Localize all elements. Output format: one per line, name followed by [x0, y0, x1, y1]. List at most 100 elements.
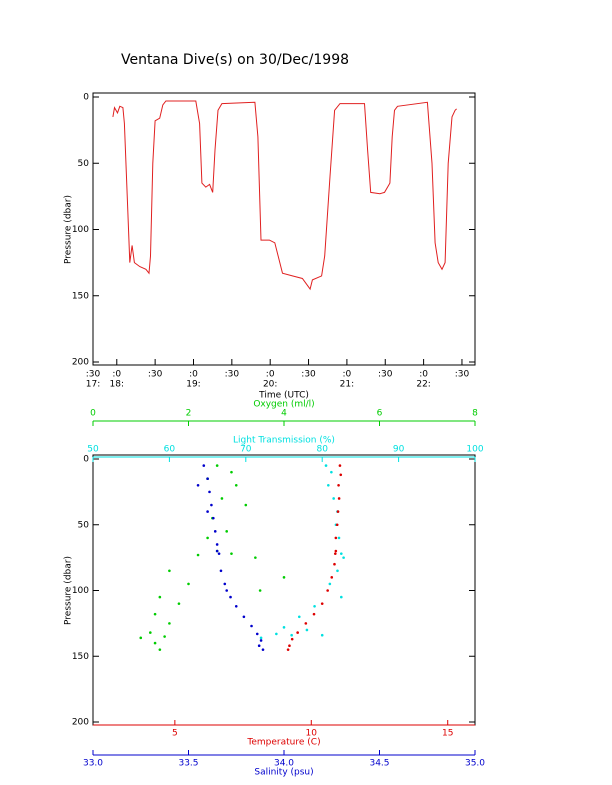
scatter-point [229, 595, 232, 599]
x-tick-hour: 17: [86, 380, 100, 390]
x-tick-label: :30 [148, 370, 163, 380]
scatter-point [320, 633, 324, 637]
scatter-point [158, 595, 162, 599]
scatter-point [220, 497, 224, 500]
scatter-point [225, 589, 228, 592]
x-axis-label: Salinity (psu) [254, 768, 313, 778]
scatter-point [196, 553, 200, 557]
scatter-point [206, 477, 209, 481]
x-tick-label: 2 [186, 409, 192, 419]
scatter-point [290, 633, 293, 637]
scatter-point [255, 632, 259, 636]
scatter-point [158, 648, 162, 651]
scatter-point [234, 484, 238, 487]
scatter-point [335, 523, 339, 527]
x-tick-label: 8 [472, 409, 478, 419]
scatter-point [225, 530, 228, 533]
plot-frame [92, 454, 476, 726]
scatter-point [215, 464, 219, 467]
scatter-point [282, 576, 286, 579]
scatter-point [153, 641, 157, 645]
scatter-point [338, 464, 342, 467]
scatter-point [313, 604, 316, 608]
x-tick-label: 33.0 [83, 759, 103, 769]
scatter-point [326, 589, 329, 592]
x-tick-label: 5 [172, 729, 178, 739]
x-tick-label: 0 [90, 409, 96, 419]
scatter-point [297, 615, 301, 619]
x-tick-label: :0 [266, 370, 275, 380]
x-tick-label: :30 [225, 370, 240, 380]
scatter-point [337, 497, 341, 500]
plot-frame [92, 92, 476, 366]
scatter-point [342, 556, 345, 559]
scatter-point [187, 582, 190, 586]
y-axis-label: Pressure (dbar) [64, 556, 74, 625]
y-tick-label: 150 [72, 652, 89, 662]
x-axis-label: Time (UTC) [258, 391, 309, 401]
scatter-point [230, 552, 233, 555]
x-tick-label: 50 [87, 445, 99, 455]
scatter-point [234, 604, 238, 608]
scatter-point [336, 510, 340, 513]
scatter-point [223, 582, 227, 586]
scatter-point [296, 631, 299, 634]
x-tick-label: :30 [301, 370, 316, 380]
scatter-point [327, 484, 330, 487]
scatter-point [312, 612, 316, 616]
y-tick-label: 200 [72, 358, 89, 368]
y-tick-label: 100 [72, 225, 89, 235]
scatter-point [202, 464, 206, 467]
x-tick-label: 10 [306, 729, 318, 739]
scatter-point [330, 470, 333, 474]
x-tick-label: 90 [393, 445, 405, 455]
x-tick-label: :0 [343, 370, 352, 380]
scatter-point [336, 569, 339, 573]
scatter-point [324, 464, 328, 467]
x-tick-label: 15 [442, 729, 453, 739]
scatter-point [282, 626, 286, 629]
x-axis-label: Oxygen (ml/l) [253, 400, 314, 410]
x-tick-label: 60 [164, 445, 176, 455]
scatter-point [340, 552, 343, 555]
y-tick-label: 50 [78, 159, 90, 169]
x-tick-label: :0 [112, 370, 121, 380]
scatter-point [210, 503, 213, 507]
scatter-point [320, 602, 324, 605]
x-tick-hour: 22: [416, 380, 430, 390]
scatter-point [177, 602, 181, 605]
x-tick-label: 33.5 [178, 759, 198, 769]
y-tick-label: 0 [83, 455, 89, 465]
scatter-point [337, 484, 340, 487]
scatter-point [215, 549, 219, 553]
scatter-point [208, 490, 211, 494]
scatter-point [196, 484, 200, 487]
scatter-point [334, 536, 338, 540]
scatter-point [339, 473, 343, 477]
pressure-line [112, 100, 457, 291]
x-tick-label: :30 [378, 370, 393, 380]
x-tick-label: :30 [86, 370, 101, 380]
scatter-point [286, 648, 290, 651]
y-tick-label: 50 [78, 520, 90, 530]
scatter-point [333, 562, 336, 566]
scatter-point [242, 615, 246, 619]
x-tick-label: 4 [281, 409, 287, 419]
x-tick-label: :0 [419, 370, 428, 380]
x-tick-label: 34.0 [274, 759, 294, 769]
scatter-point [206, 510, 209, 513]
x-tick-label: 80 [316, 445, 328, 455]
x-axis-label: Light Transmission (%) [233, 436, 335, 446]
scatter-point [250, 624, 253, 628]
scatter-point [257, 644, 261, 648]
scatter-point [305, 628, 309, 632]
scatter-point [332, 497, 335, 500]
x-tick-label: :0 [189, 370, 198, 380]
x-tick-label: 6 [377, 409, 383, 419]
x-axis-label: Temperature (C) [246, 738, 320, 748]
scatter-point [168, 622, 171, 625]
y-axis-label: Pressure (dbar) [64, 195, 74, 264]
x-tick-hour: 19: [186, 380, 200, 390]
scatter-point [244, 503, 248, 507]
